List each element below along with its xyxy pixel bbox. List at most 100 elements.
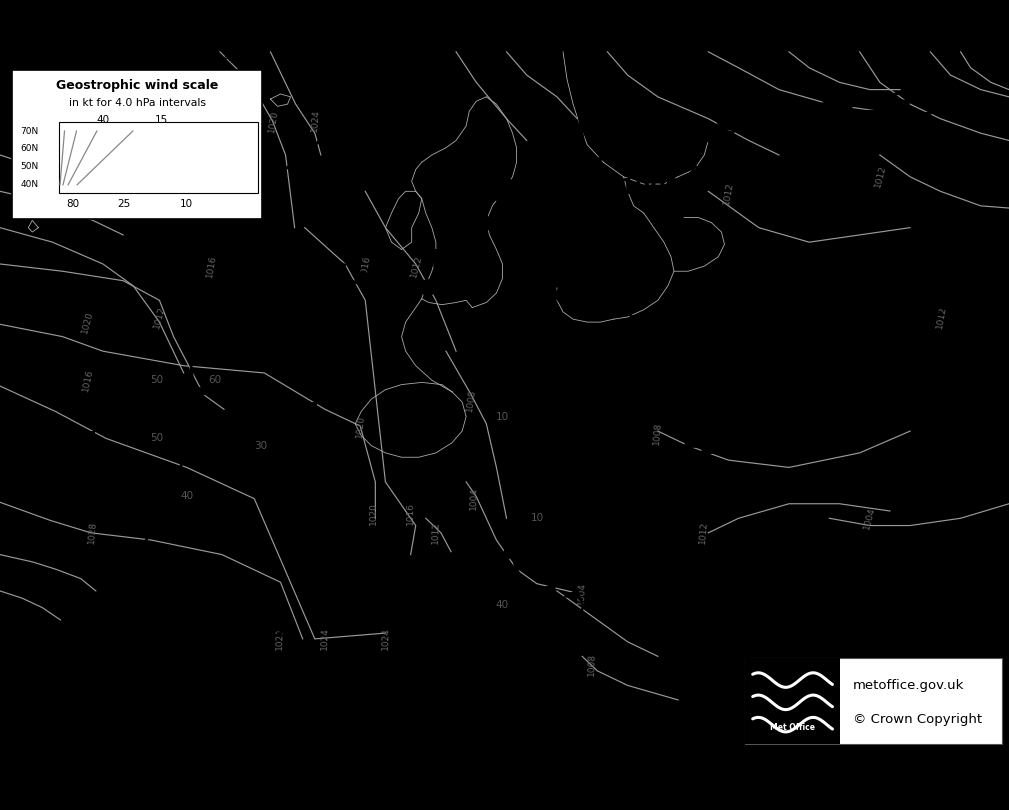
Polygon shape <box>592 192 613 203</box>
Polygon shape <box>770 104 804 119</box>
Polygon shape <box>700 434 718 456</box>
Polygon shape <box>188 343 211 356</box>
Text: 40: 40 <box>96 115 110 125</box>
Polygon shape <box>207 208 225 224</box>
Bar <box>12 70 262 219</box>
Polygon shape <box>770 102 784 117</box>
Polygon shape <box>549 115 578 139</box>
Polygon shape <box>60 663 84 676</box>
Polygon shape <box>694 399 714 411</box>
Text: 1012: 1012 <box>935 305 947 329</box>
Polygon shape <box>643 507 664 518</box>
Text: L: L <box>920 579 936 603</box>
Text: 1004: 1004 <box>469 487 479 510</box>
Polygon shape <box>534 665 557 676</box>
Polygon shape <box>264 237 300 254</box>
Polygon shape <box>716 113 750 130</box>
Polygon shape <box>515 433 533 442</box>
Text: 997: 997 <box>547 494 593 514</box>
Text: 1012: 1012 <box>410 254 424 279</box>
Text: L: L <box>562 463 578 487</box>
Text: H: H <box>716 343 737 367</box>
Text: L: L <box>88 430 104 454</box>
Text: 1008: 1008 <box>465 389 477 412</box>
Text: H: H <box>244 590 264 614</box>
Polygon shape <box>136 549 160 561</box>
Text: © Crown Copyright: © Crown Copyright <box>853 713 982 726</box>
Text: 1006: 1006 <box>408 279 470 300</box>
Text: 1024: 1024 <box>320 628 330 650</box>
Polygon shape <box>163 232 182 248</box>
Text: Forecast chart (T+24) valid 18 UTC Fri 26 Apr 2024: Forecast chart (T+24) valid 18 UTC Fri 2… <box>5 53 271 63</box>
Text: 1012: 1012 <box>722 181 735 206</box>
Polygon shape <box>193 386 216 399</box>
Text: Geostrophic wind scale: Geostrophic wind scale <box>57 79 218 92</box>
Polygon shape <box>327 124 348 138</box>
Text: metoffice.gov.uk: metoffice.gov.uk <box>853 679 964 692</box>
Polygon shape <box>527 462 545 472</box>
Text: 30: 30 <box>253 441 267 450</box>
Polygon shape <box>515 467 536 479</box>
Text: 1029: 1029 <box>223 621 286 641</box>
Text: 50N: 50N <box>20 162 38 172</box>
Text: 10: 10 <box>495 411 510 421</box>
Polygon shape <box>869 96 884 110</box>
Text: L: L <box>532 364 548 389</box>
Polygon shape <box>212 227 247 243</box>
Text: Met Office: Met Office <box>770 723 815 732</box>
Text: 1004: 1004 <box>509 395 571 416</box>
Text: 10: 10 <box>180 199 193 209</box>
Polygon shape <box>585 155 606 166</box>
Polygon shape <box>464 211 490 235</box>
Polygon shape <box>524 386 546 399</box>
Text: 1012: 1012 <box>698 521 708 544</box>
Text: 70N: 70N <box>20 126 38 135</box>
Text: 1008: 1008 <box>587 653 597 676</box>
Text: 1020: 1020 <box>369 501 377 525</box>
Text: 15: 15 <box>154 115 169 125</box>
Bar <box>745 658 1002 744</box>
Polygon shape <box>510 372 527 382</box>
Polygon shape <box>501 539 519 560</box>
Text: 1012: 1012 <box>431 521 441 544</box>
Polygon shape <box>664 499 687 519</box>
Text: 1004: 1004 <box>863 506 877 531</box>
Polygon shape <box>607 266 629 278</box>
Polygon shape <box>819 104 834 117</box>
Polygon shape <box>179 302 202 315</box>
Polygon shape <box>822 99 857 112</box>
Polygon shape <box>86 625 110 638</box>
Polygon shape <box>514 546 535 558</box>
Polygon shape <box>669 130 701 147</box>
Polygon shape <box>876 100 910 112</box>
Text: 1008: 1008 <box>653 421 663 446</box>
Polygon shape <box>154 509 179 521</box>
Polygon shape <box>356 89 377 100</box>
Text: 1016: 1016 <box>695 374 758 394</box>
Polygon shape <box>579 117 600 129</box>
Polygon shape <box>649 331 670 344</box>
Text: H: H <box>856 376 876 399</box>
Polygon shape <box>31 700 54 714</box>
Polygon shape <box>357 271 393 288</box>
Text: 1020: 1020 <box>267 109 279 133</box>
Text: in kt for 4.0 hPa intervals: in kt for 4.0 hPa intervals <box>69 97 206 108</box>
Text: 998: 998 <box>494 610 541 630</box>
Text: 1028: 1028 <box>88 521 98 544</box>
Text: 1004: 1004 <box>577 582 587 605</box>
Polygon shape <box>446 246 471 271</box>
Text: L: L <box>310 401 326 425</box>
Polygon shape <box>684 437 706 449</box>
Polygon shape <box>597 230 619 241</box>
Polygon shape <box>113 587 136 599</box>
Polygon shape <box>554 701 577 713</box>
Text: 40: 40 <box>180 492 194 501</box>
Text: 40N: 40N <box>20 181 38 190</box>
Text: 1020: 1020 <box>355 414 365 437</box>
Text: 1024: 1024 <box>380 628 390 650</box>
Polygon shape <box>403 279 439 293</box>
Text: 25: 25 <box>117 199 130 209</box>
Text: 1009: 1009 <box>620 177 682 198</box>
Text: 1015: 1015 <box>287 432 349 452</box>
Text: 1016: 1016 <box>407 501 415 525</box>
